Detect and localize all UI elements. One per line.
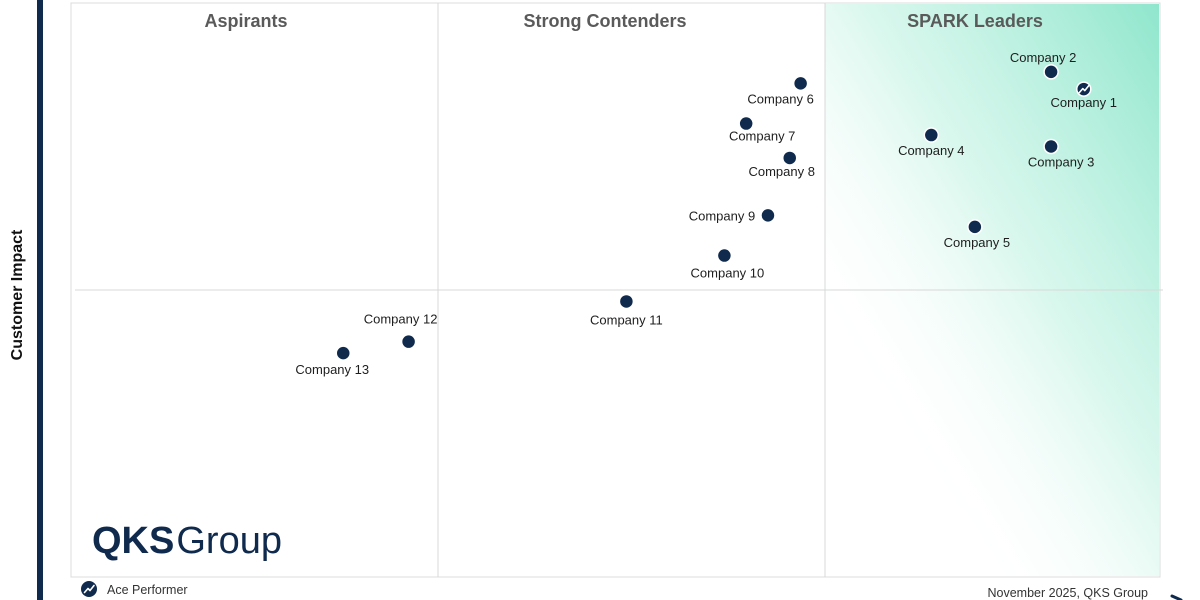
- legend-ace-performer-label: Ace Performer: [107, 583, 188, 597]
- quadrant-title-strong-contenders: Strong Contenders: [523, 11, 686, 31]
- quadrant-title-spark-leaders: SPARK Leaders: [907, 11, 1043, 31]
- logo-bold-text: QKS: [92, 520, 174, 562]
- point-company-11: [618, 293, 635, 310]
- logo-regular-text: Group: [176, 520, 282, 562]
- qks-group-logo: QKSGroup: [92, 520, 282, 562]
- svg-text:QKSGroup: QKSGroup: [92, 520, 282, 562]
- label-company-6: Company 6: [747, 91, 813, 106]
- label-company-12: Company 12: [364, 312, 438, 327]
- point-company-7: [738, 115, 754, 132]
- y-axis-title: Customer Impact: [9, 229, 26, 360]
- y-axis-line: [37, 0, 43, 600]
- legend-ace-performer: Ace Performer: [81, 581, 188, 597]
- label-company-11: Company 11: [590, 312, 663, 327]
- ace-marker-company-1: [1078, 84, 1090, 94]
- label-company-2: Company 2: [1010, 50, 1076, 65]
- label-company-7: Company 7: [729, 129, 795, 144]
- footer-source: November 2025, QKS Group: [988, 586, 1149, 600]
- x-axis-arrow-icon: [1170, 594, 1183, 600]
- point-company-5: [967, 219, 983, 235]
- label-company-5: Company 5: [944, 235, 1010, 250]
- point-company-2: [1043, 64, 1059, 80]
- point-company-13: [335, 345, 351, 361]
- label-company-13: Company 13: [295, 362, 369, 377]
- point-company-9: [760, 207, 776, 224]
- label-company-4: Company 4: [898, 143, 964, 158]
- label-company-3: Company 3: [1028, 155, 1094, 170]
- label-company-9: Company 9: [689, 208, 755, 223]
- points-layer: Company 1 Company 2 Company 3 Company 4 Comp…: [295, 50, 1117, 377]
- point-company-10: [716, 247, 733, 264]
- point-company-6: [792, 75, 809, 92]
- ace-performer-icon-arrow: [83, 584, 95, 594]
- label-company-1: Company 1: [1051, 95, 1117, 110]
- quadrant-title-aspirants: Aspirants: [204, 11, 287, 31]
- point-company-3: [1043, 138, 1059, 155]
- label-company-8: Company 8: [748, 164, 814, 179]
- point-company-4: [923, 127, 940, 143]
- point-company-12: [400, 333, 417, 350]
- point-company-8: [781, 150, 798, 166]
- label-company-10: Company 10: [691, 266, 765, 281]
